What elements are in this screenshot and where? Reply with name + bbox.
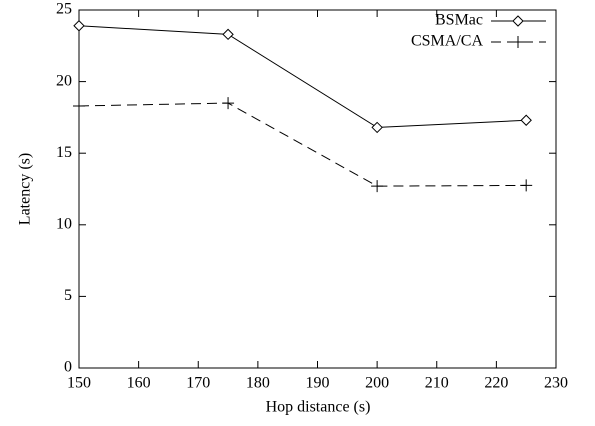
x-tick-label: 200	[365, 375, 389, 392]
x-tick-label: 230	[544, 375, 568, 392]
data-point	[73, 99, 85, 112]
series-line	[78, 25, 527, 128]
data-point	[222, 97, 235, 110]
data-point	[520, 114, 532, 126]
x-tick-label: 150	[67, 375, 91, 392]
data-point	[73, 20, 85, 32]
data-point	[222, 28, 234, 41]
x-axis-label: Hop distance (s)	[266, 399, 371, 416]
x-tick-label: 210	[425, 375, 449, 392]
y-tick-label: 5	[64, 287, 72, 304]
data-point	[371, 180, 384, 193]
legend-marker	[512, 36, 524, 48]
x-tick-label: 160	[127, 375, 151, 392]
y-tick-label: 15	[56, 144, 72, 161]
x-tick-label: 190	[306, 375, 330, 392]
x-tick-label: 180	[246, 375, 270, 392]
x-tick-label: 220	[484, 375, 508, 392]
legend-marker	[512, 15, 524, 27]
y-axis-label: Latency (s)	[17, 153, 34, 225]
x-tick-label: 170	[186, 375, 210, 392]
legend-label: BSMac	[435, 12, 483, 29]
data-point	[520, 179, 533, 192]
y-tick-label: 25	[56, 1, 72, 18]
y-tick-label: 20	[56, 72, 72, 89]
y-tick-label: 0	[64, 359, 72, 376]
y-tick-label: 10	[56, 215, 72, 232]
legend-label: CSMA/CA	[411, 33, 483, 50]
data-point	[371, 121, 383, 134]
plot-frame	[78, 9, 557, 369]
series-line	[78, 102, 527, 187]
